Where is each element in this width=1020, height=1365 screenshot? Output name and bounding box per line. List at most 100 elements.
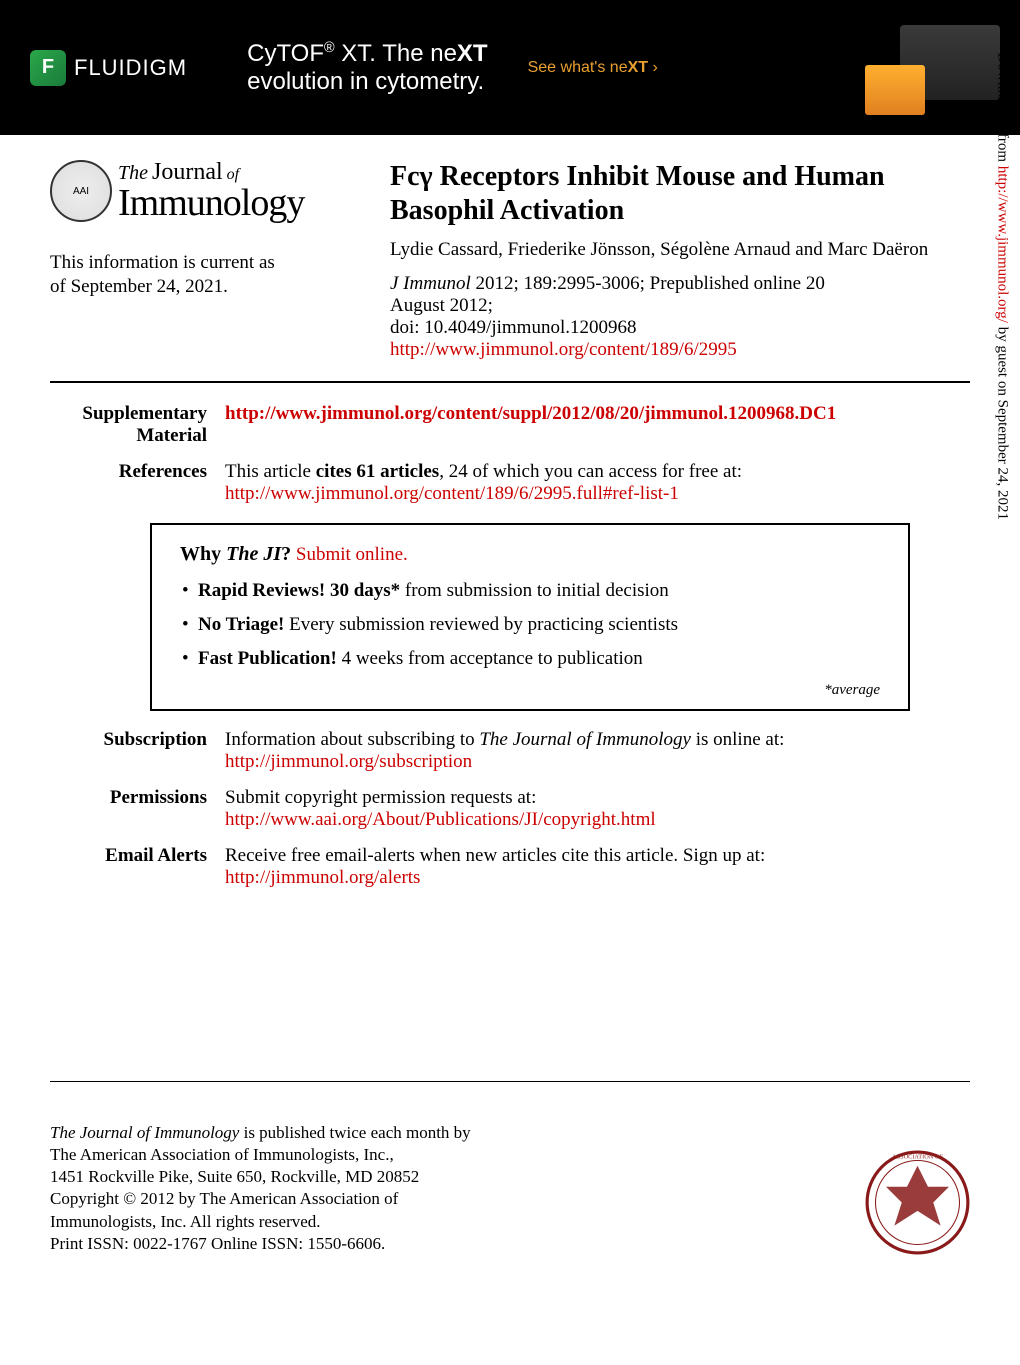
divider bbox=[50, 381, 970, 383]
currency-l2: of September 24, 2021. bbox=[50, 276, 360, 298]
promo-item-bold: Fast Publication! bbox=[198, 648, 337, 669]
promo-item: Fast Publication! 4 weeks from acceptanc… bbox=[180, 648, 880, 670]
email-alerts-link[interactable]: http://jimmunol.org/alerts bbox=[225, 867, 420, 888]
article-title: Fcγ Receptors Inhibit Mouse and Human Ba… bbox=[390, 160, 970, 227]
footer-text: The Journal of Immunology is published t… bbox=[50, 1122, 471, 1255]
why-ji-box: Why The JI? Submit online. Rapid Reviews… bbox=[150, 523, 910, 711]
supplementary-content: http://www.jimmunol.org/content/suppl/20… bbox=[225, 403, 970, 447]
perm-text: Submit copyright permission requests at: bbox=[225, 787, 536, 808]
promo-item-bold: No Triage! bbox=[198, 614, 284, 635]
aai-badge-icon: ASSOCIATION OF bbox=[865, 1150, 970, 1255]
footer-l5: Immunologists, Inc. All rights reserved. bbox=[50, 1212, 321, 1231]
fluidigm-logo-text: FLUIDIGM bbox=[74, 55, 187, 81]
svg-text:ASSOCIATION OF: ASSOCIATION OF bbox=[892, 1153, 943, 1160]
banner-title-bold: XT bbox=[457, 40, 488, 67]
promo-heading: Why The JI? Submit online. bbox=[180, 543, 880, 566]
promo-h-italic: The JI bbox=[226, 543, 281, 565]
promo-item-rest: 4 weeks from acceptance to publication bbox=[337, 648, 643, 669]
journal-logo: AAI The Journal of Immunology bbox=[50, 160, 360, 222]
supplementary-link[interactable]: http://www.jimmunol.org/content/suppl/20… bbox=[225, 403, 836, 424]
currency-l1: This information is current as bbox=[50, 252, 360, 274]
ref-text-pre: This article bbox=[225, 461, 316, 482]
footnote-text: average bbox=[832, 682, 880, 698]
promo-h-post: ? bbox=[281, 543, 291, 565]
aai-seal-icon: AAI bbox=[50, 160, 112, 222]
device-image bbox=[850, 15, 1000, 120]
email-alerts-label: Email Alerts bbox=[50, 845, 225, 889]
banner-cta-text: See what's ne bbox=[528, 59, 628, 76]
journal-the: The bbox=[118, 162, 148, 184]
fluidigm-logo-icon: F bbox=[30, 50, 66, 86]
permissions-label: Permissions bbox=[50, 787, 225, 831]
permissions-link[interactable]: http://www.aai.org/About/Publications/JI… bbox=[225, 809, 656, 830]
references-link[interactable]: http://www.jimmunol.org/content/189/6/29… bbox=[225, 483, 679, 504]
chevron-right-icon: › bbox=[653, 59, 658, 76]
alerts-text: Receive free email-alerts when new artic… bbox=[225, 845, 765, 866]
references-label: References bbox=[50, 461, 225, 505]
sidebar-post: by guest on September 24, 2021 bbox=[994, 323, 1010, 520]
journal-name: The Journal of Immunology bbox=[118, 160, 304, 222]
banner-subtitle: evolution in cytometry. bbox=[247, 68, 487, 96]
device-front bbox=[865, 65, 925, 115]
footer-l2: The American Association of Immunologist… bbox=[50, 1145, 394, 1164]
banner-title-t2: XT. The ne bbox=[335, 40, 457, 67]
subscription-section: Subscription Information about subscribi… bbox=[50, 729, 970, 773]
footnote-star: * bbox=[824, 682, 832, 698]
journal-sub: Immunology bbox=[118, 182, 304, 224]
promo-item-rest: from submission to initial decision bbox=[400, 580, 669, 601]
subscription-link[interactable]: http://jimmunol.org/subscription bbox=[225, 751, 472, 772]
supplementary-label: Supplementary Material bbox=[50, 403, 225, 447]
citation-date: August 2012; bbox=[390, 295, 970, 317]
article-authors: Lydie Cassard, Friederike Jönsson, Ségol… bbox=[390, 239, 970, 261]
promo-item: Rapid Reviews! 30 days* from submission … bbox=[180, 580, 880, 602]
sidebar-link[interactable]: http://www.jimmunol.org/ bbox=[994, 166, 1010, 323]
header-row: AAI The Journal of Immunology This infor… bbox=[50, 160, 970, 361]
citation: J Immunol 2012; 189:2995-3006; Prepublis… bbox=[390, 273, 970, 295]
supplementary-section: Supplementary Material http://www.jimmun… bbox=[50, 403, 970, 447]
subscription-label: Subscription bbox=[50, 729, 225, 773]
sidebar-pre: Downloaded from bbox=[994, 53, 1010, 166]
promo-footnote: *average bbox=[180, 682, 880, 699]
footer-l6: Print ISSN: 0022-1767 Online ISSN: 1550-… bbox=[50, 1234, 385, 1253]
footer-l1-italic: The Journal of Immunology bbox=[50, 1123, 239, 1142]
download-sidebar: Downloaded from http://www.jimmunol.org/… bbox=[993, 53, 1010, 520]
subscription-content: Information about subscribing to The Jou… bbox=[225, 729, 970, 773]
ref-text-post: , 24 of which you can access for free at… bbox=[439, 461, 742, 482]
email-alerts-section: Email Alerts Receive free email-alerts w… bbox=[50, 845, 970, 889]
doi: doi: 10.4049/jimmunol.1200968 bbox=[390, 317, 970, 339]
banner-title: CyTOF® XT. The neXT bbox=[247, 40, 487, 68]
banner-cta-bold: XT bbox=[628, 59, 648, 76]
banner-reg-mark: ® bbox=[324, 40, 335, 56]
main-content: AAI The Journal of Immunology This infor… bbox=[0, 135, 1020, 1122]
banner-title-t1: CyTOF bbox=[247, 40, 324, 67]
journal-of: of bbox=[227, 166, 239, 183]
fluidigm-logo: F FLUIDIGM bbox=[30, 50, 187, 86]
left-column: AAI The Journal of Immunology This infor… bbox=[50, 160, 360, 361]
permissions-section: Permissions Submit copyright permission … bbox=[50, 787, 970, 831]
citation-rest: 2012; 189:2995-3006; Prepublished online… bbox=[471, 273, 825, 294]
banner-cta[interactable]: See what's neXT › bbox=[528, 59, 658, 77]
sub-text-post: is online at: bbox=[691, 729, 784, 750]
promo-h-pre: Why bbox=[180, 543, 226, 565]
email-alerts-content: Receive free email-alerts when new artic… bbox=[225, 845, 970, 889]
citation-journal: J Immunol bbox=[390, 273, 471, 294]
banner-headline: CyTOF® XT. The neXT evolution in cytomet… bbox=[247, 40, 487, 96]
ad-banner[interactable]: F FLUIDIGM CyTOF® XT. The neXT evolution… bbox=[0, 0, 1020, 135]
sub-text-italic: The Journal of Immunology bbox=[479, 729, 691, 750]
ref-text-bold: cites 61 articles bbox=[316, 461, 439, 482]
footer: The Journal of Immunology is published t… bbox=[0, 1122, 1020, 1295]
currency-info: This information is current as of Septem… bbox=[50, 252, 360, 298]
footer-l4: Copyright © 2012 by The American Associa… bbox=[50, 1189, 398, 1208]
permissions-content: Submit copyright permission requests at:… bbox=[225, 787, 970, 831]
sub-text-pre: Information about subscribing to bbox=[225, 729, 479, 750]
article-url-link[interactable]: http://www.jimmunol.org/content/189/6/29… bbox=[390, 339, 737, 360]
references-section: References This article cites 61 article… bbox=[50, 461, 970, 505]
promo-item-rest: Every submission reviewed by practicing … bbox=[284, 614, 678, 635]
footer-l3: 1451 Rockville Pike, Suite 650, Rockvill… bbox=[50, 1167, 419, 1186]
divider-footer bbox=[50, 1081, 970, 1082]
references-content: This article cites 61 articles, 24 of wh… bbox=[225, 461, 970, 505]
promo-item: No Triage! Every submission reviewed by … bbox=[180, 614, 880, 636]
submit-online-link[interactable]: Submit online. bbox=[291, 544, 408, 565]
footer-l1-rest: is published twice each month by bbox=[239, 1123, 470, 1142]
promo-item-bold: Rapid Reviews! 30 days* bbox=[198, 580, 400, 601]
